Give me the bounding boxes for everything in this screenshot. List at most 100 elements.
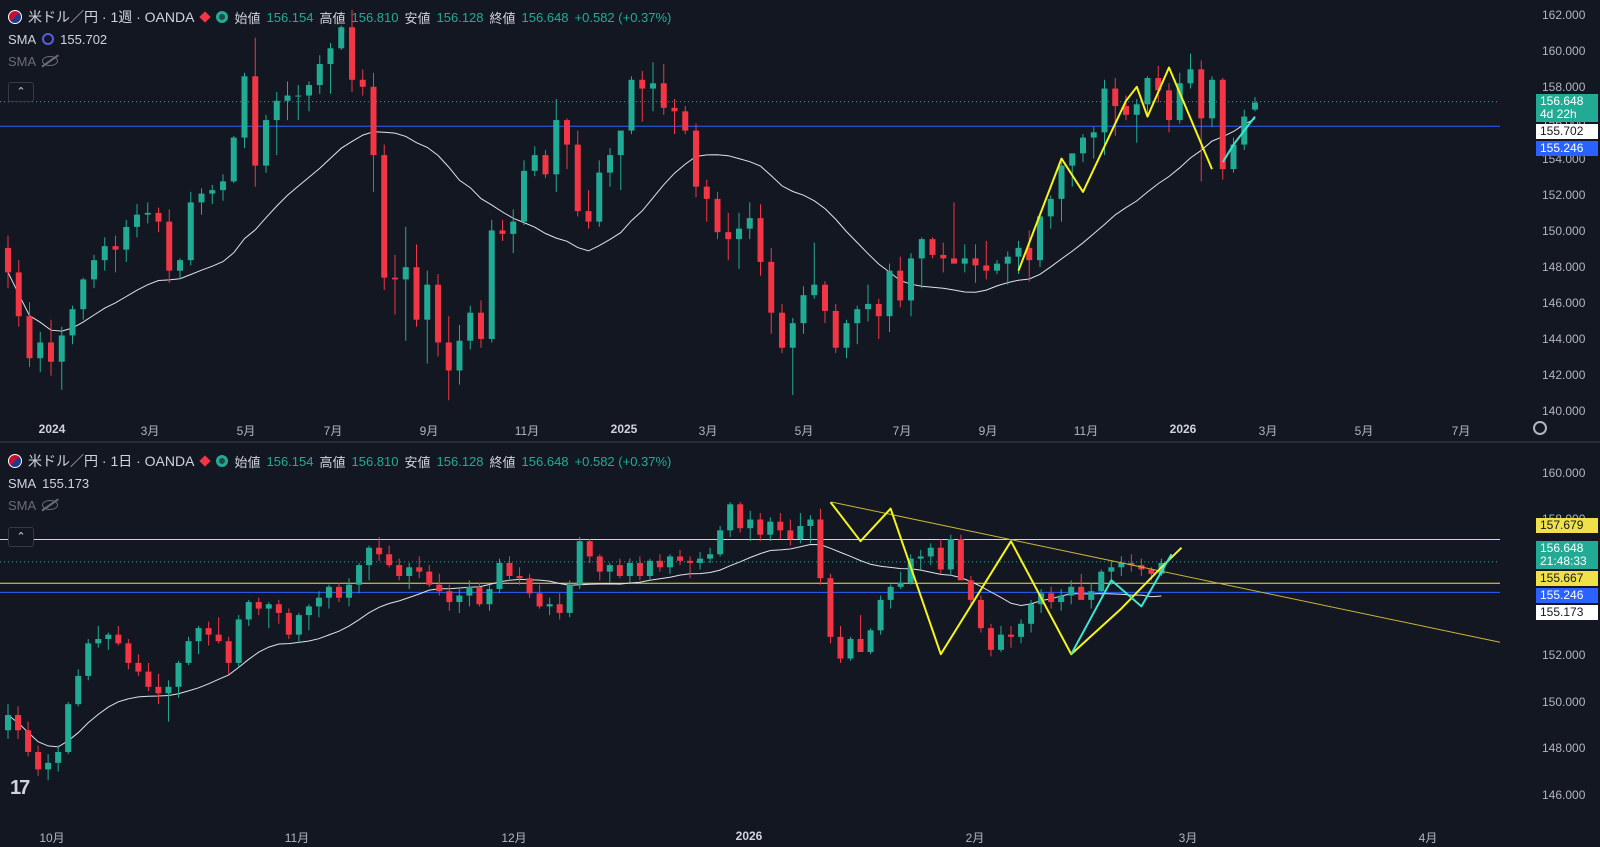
symbol-title[interactable]: 米ドル／円 · 1週 · OANDA [28, 9, 195, 25]
candle-body [476, 586, 483, 605]
weekly-chart-pane[interactable]: 米ドル／円 · 1週 · OANDA 始値 156.154 高値 156.810 安… [0, 0, 1600, 441]
alert-flag-icon[interactable] [199, 455, 212, 467]
candle-body [961, 258, 968, 264]
collapse-legend-button[interactable]: ⌃ [8, 527, 34, 547]
candle-body [1048, 593, 1055, 603]
price-tag-blue: 155.246 [1536, 588, 1598, 603]
time-tick: 3月 [698, 424, 718, 438]
candle-body [220, 181, 226, 191]
price-tick: 142.000 [1542, 368, 1586, 382]
candle-body [1047, 198, 1054, 217]
cyan-annotation[interactable] [1221, 115, 1256, 163]
candle-body [536, 593, 543, 607]
sma-hidden-row[interactable]: SMA [8, 50, 671, 72]
candle-body [854, 309, 861, 324]
price-tag-value: 156.648 [1540, 541, 1584, 555]
price-tag-yellow: 157.679 [1536, 518, 1598, 533]
candle-body [245, 602, 252, 620]
candle-body [101, 246, 108, 261]
candle-body [155, 686, 162, 694]
sma-hidden-row[interactable]: SMA [8, 494, 671, 516]
candle-body [456, 340, 463, 371]
pane-divider[interactable] [0, 441, 1600, 443]
candle-body [994, 263, 1000, 271]
candle-body [315, 597, 322, 607]
candle-body [205, 628, 212, 635]
sma-indicator-row[interactable]: SMA 155.702 [8, 28, 671, 50]
symbol-title[interactable]: 米ドル／円 · 1日 · OANDA [28, 453, 195, 469]
us-jp-flag-icon [8, 10, 22, 24]
open-label: 始値 [234, 10, 261, 26]
candle-body [542, 155, 549, 175]
candle-body [707, 554, 714, 559]
yellow-annotation[interactable] [1017, 66, 1213, 272]
price-tick: 140.000 [1542, 404, 1586, 418]
weekly-time-axis[interactable]: 2024 3月 5月 7月 9月 11月 2025 3月 5月 7月 9月 11月 2026 3月 5月 7月 [0, 422, 1540, 440]
candle-body [650, 83, 656, 89]
candle-body [918, 239, 925, 259]
candle-body [757, 218, 764, 262]
candle-body [165, 686, 172, 694]
open-label: 始値 [234, 454, 261, 470]
candle-body [123, 226, 130, 250]
close-value: 156.648 [521, 453, 569, 469]
price-tick: 144.000 [1542, 332, 1586, 346]
candle-body [325, 586, 332, 598]
time-tick: 9月 [978, 424, 998, 438]
low-value: 156.128 [436, 9, 484, 25]
daily-chart-pane[interactable]: 米ドル／円 · 1日 · OANDA 始値 156.154 高値 156.810 安… [0, 443, 1600, 847]
candle-body [1098, 571, 1105, 592]
market-status-icon[interactable] [216, 455, 229, 467]
time-tick: 10月 [39, 831, 65, 845]
gear-icon[interactable] [1533, 421, 1547, 435]
candle-body [553, 120, 560, 175]
high-value: 156.810 [351, 453, 399, 469]
time-tick: 7月 [1451, 424, 1471, 438]
candle-body [807, 519, 814, 527]
candle-body [957, 539, 964, 581]
sma-indicator-row[interactable]: SMA 155.173 [8, 472, 671, 494]
daily-price-axis[interactable]: 160.000158.000156.000154.000152.000150.0… [1536, 443, 1600, 847]
daily-chart-canvas[interactable] [0, 443, 1600, 847]
candle-body [85, 643, 92, 676]
candle-body [777, 521, 784, 531]
yellow-annotation[interactable] [829, 501, 1183, 656]
time-tick: 11月 [1073, 424, 1099, 438]
sma-settings-icon[interactable] [42, 33, 55, 45]
candle-body [983, 265, 990, 271]
candle-body [1037, 216, 1043, 261]
candle-body [284, 95, 291, 101]
tradingview-logo[interactable]: 17 [10, 777, 30, 799]
candle-body [596, 172, 603, 222]
candle-body [800, 295, 807, 324]
candle-body [386, 554, 393, 566]
daily-legend: 米ドル／円 · 1日 · OANDA 始値 156.154 高値 156.810 安… [8, 450, 671, 516]
candle-body [737, 504, 744, 529]
cyan-annotation[interactable] [1070, 553, 1173, 655]
collapse-legend-button[interactable]: ⌃ [8, 82, 34, 102]
candle-body [1198, 69, 1205, 119]
candle-body [832, 310, 839, 348]
weekly-chart-canvas[interactable] [0, 0, 1600, 441]
candle-body [940, 254, 947, 259]
candle-body [907, 558, 914, 583]
candle-body [639, 79, 646, 89]
trend-line[interactable] [831, 501, 1501, 643]
price-tick: 150.000 [1542, 224, 1586, 238]
market-status-icon[interactable] [216, 11, 229, 23]
candle-body [177, 260, 183, 271]
candle-body [91, 260, 97, 280]
close-label: 終値 [489, 454, 516, 470]
candle-body [671, 107, 678, 112]
eye-hidden-icon[interactable] [42, 500, 59, 510]
weekly-price-axis[interactable]: 162.000 160.000 158.000 156.000 154.000 152.0… [1536, 0, 1600, 441]
price-tag-last: 156.648 4d 22h [1536, 94, 1598, 122]
price-tick: 150.000 [1542, 695, 1586, 709]
sma-line[interactable] [7, 118, 1256, 332]
price-tag-blue: 155.246 [1536, 141, 1598, 156]
us-jp-flag-icon [8, 454, 22, 468]
alert-flag-icon[interactable] [199, 11, 212, 23]
daily-time-axis[interactable]: 10月 11月 12月 2026 2月 3月 4月 [0, 829, 1540, 847]
eye-hidden-icon[interactable] [42, 56, 59, 66]
price-tag-value: 155.173 [1540, 605, 1584, 619]
